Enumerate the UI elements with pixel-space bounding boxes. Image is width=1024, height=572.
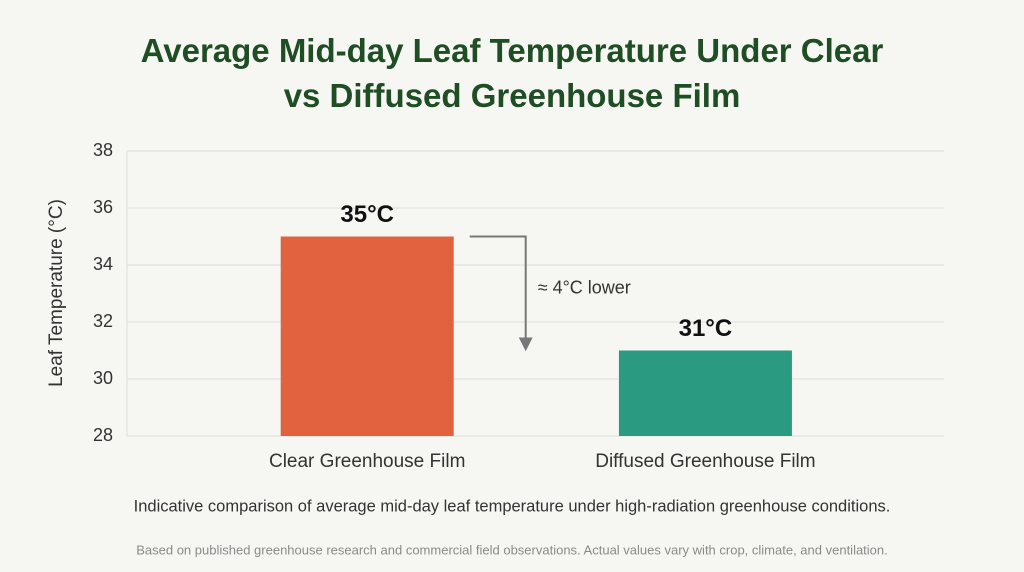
chart-title: Average Mid-day Leaf Temperature Under C… [140, 32, 884, 114]
annotation: ≈ 4°C lower [538, 277, 631, 297]
annotation-arrow [469, 235, 533, 352]
footnote: Based on published greenhouse research a… [136, 542, 888, 557]
y-tick-label: 34 [93, 254, 113, 274]
bar [618, 350, 792, 436]
y-tick-label: 38 [93, 140, 113, 160]
bar [280, 236, 454, 436]
y-tick-label: 28 [93, 425, 113, 445]
caption: Indicative comparison of average mid-day… [134, 497, 891, 515]
x-tick-label: Clear Greenhouse Film [269, 451, 465, 472]
y-tick-label: 36 [93, 197, 113, 217]
value-label: 31°C [679, 315, 733, 342]
y-tick-label: 30 [93, 368, 113, 388]
x-tick-label: Diffused Greenhouse Film [595, 451, 815, 472]
y-tick-label: 32 [93, 311, 113, 331]
y-axis-label: Leaf Temperature (°C) [46, 199, 67, 387]
value-label: 35°C [340, 201, 394, 228]
